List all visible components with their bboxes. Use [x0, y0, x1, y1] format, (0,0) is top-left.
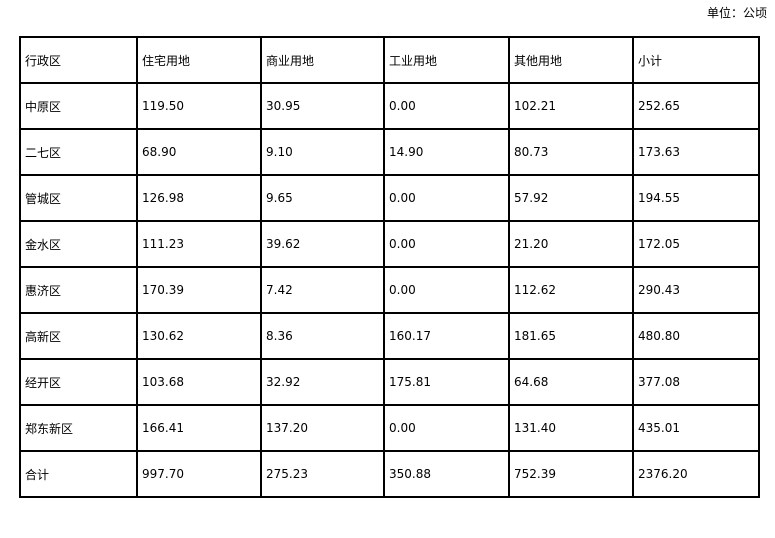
value-cell: 102.21: [508, 82, 634, 130]
value-cell: 39.62: [260, 220, 385, 268]
value-cell: 9.10: [260, 128, 385, 176]
table-total-row: 合计 997.70 275.23 350.88 752.39 2376.20: [19, 450, 760, 498]
value-cell: 377.08: [632, 358, 760, 406]
value-cell: 130.62: [136, 312, 262, 360]
land-use-table: 行政区 住宅用地 商业用地 工业用地 其他用地 小计 中原区 119.50 30.9…: [19, 36, 760, 498]
header-cell: 住宅用地: [136, 36, 262, 84]
district-cell: 金水区: [19, 220, 138, 268]
value-cell: 14.90: [383, 128, 510, 176]
value-cell: 166.41: [136, 404, 262, 452]
table-row: 金水区 111.23 39.62 0.00 21.20 172.05: [19, 220, 760, 268]
value-cell: 119.50: [136, 82, 262, 130]
table-row: 经开区 103.68 32.92 175.81 64.68 377.08: [19, 358, 760, 406]
header-cell: 其他用地: [508, 36, 634, 84]
value-cell: 80.73: [508, 128, 634, 176]
value-cell: 172.05: [632, 220, 760, 268]
header-cell: 行政区: [19, 36, 138, 84]
value-cell: 173.63: [632, 128, 760, 176]
value-cell: 2376.20: [632, 450, 760, 498]
value-cell: 9.65: [260, 174, 385, 222]
district-cell: 中原区: [19, 82, 138, 130]
table-row: 高新区 130.62 8.36 160.17 181.65 480.80: [19, 312, 760, 360]
table-row: 郑东新区 166.41 137.20 0.00 131.40 435.01: [19, 404, 760, 452]
district-cell: 经开区: [19, 358, 138, 406]
value-cell: 68.90: [136, 128, 262, 176]
district-cell: 二七区: [19, 128, 138, 176]
value-cell: 7.42: [260, 266, 385, 314]
table-row: 管城区 126.98 9.65 0.00 57.92 194.55: [19, 174, 760, 222]
value-cell: 435.01: [632, 404, 760, 452]
district-cell: 合计: [19, 450, 138, 498]
header-cell: 商业用地: [260, 36, 385, 84]
value-cell: 64.68: [508, 358, 634, 406]
value-cell: 57.92: [508, 174, 634, 222]
value-cell: 997.70: [136, 450, 262, 498]
value-cell: 0.00: [383, 404, 510, 452]
value-cell: 8.36: [260, 312, 385, 360]
value-cell: 112.62: [508, 266, 634, 314]
header-cell: 小计: [632, 36, 760, 84]
value-cell: 290.43: [632, 266, 760, 314]
value-cell: 194.55: [632, 174, 760, 222]
value-cell: 170.39: [136, 266, 262, 314]
value-cell: 175.81: [383, 358, 510, 406]
value-cell: 160.17: [383, 312, 510, 360]
value-cell: 275.23: [260, 450, 385, 498]
table-row: 惠济区 170.39 7.42 0.00 112.62 290.43: [19, 266, 760, 314]
value-cell: 480.80: [632, 312, 760, 360]
unit-label: 单位：公顷: [706, 6, 767, 20]
value-cell: 21.20: [508, 220, 634, 268]
value-cell: 131.40: [508, 404, 634, 452]
value-cell: 30.95: [260, 82, 385, 130]
table-header-row: 行政区 住宅用地 商业用地 工业用地 其他用地 小计: [19, 36, 760, 84]
value-cell: 111.23: [136, 220, 262, 268]
value-cell: 181.65: [508, 312, 634, 360]
value-cell: 32.92: [260, 358, 385, 406]
header-cell: 工业用地: [383, 36, 510, 84]
district-cell: 惠济区: [19, 266, 138, 314]
value-cell: 0.00: [383, 266, 510, 314]
value-cell: 0.00: [383, 82, 510, 130]
table-row: 中原区 119.50 30.95 0.00 102.21 252.65: [19, 82, 760, 130]
table-row: 二七区 68.90 9.10 14.90 80.73 173.63: [19, 128, 760, 176]
district-cell: 高新区: [19, 312, 138, 360]
value-cell: 103.68: [136, 358, 262, 406]
district-cell: 管城区: [19, 174, 138, 222]
district-cell: 郑东新区: [19, 404, 138, 452]
value-cell: 752.39: [508, 450, 634, 498]
value-cell: 0.00: [383, 220, 510, 268]
value-cell: 0.00: [383, 174, 510, 222]
value-cell: 350.88: [383, 450, 510, 498]
value-cell: 252.65: [632, 82, 760, 130]
value-cell: 126.98: [136, 174, 262, 222]
value-cell: 137.20: [260, 404, 385, 452]
